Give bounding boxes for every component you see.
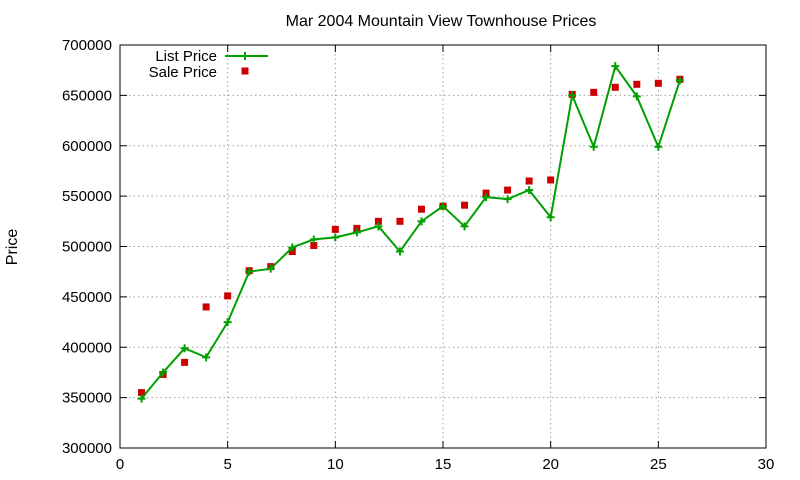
list-price-point [417, 217, 426, 226]
y-tick-label: 350000 [62, 390, 112, 407]
list-price-point [159, 368, 168, 377]
list-price-point [137, 394, 146, 403]
sale-price-point [331, 225, 339, 233]
list-price-point [611, 62, 620, 71]
list-price-point [266, 264, 275, 273]
x-tick-label: 5 [223, 456, 231, 473]
list-price-point [503, 195, 512, 204]
x-tick-label: 10 [327, 456, 344, 473]
series [137, 62, 684, 403]
list-price-point [632, 92, 641, 101]
list-price-point [675, 76, 684, 85]
sale-price-point [654, 79, 662, 87]
y-tick-label: 450000 [62, 289, 112, 306]
sale-price-point [633, 80, 641, 88]
legend-marker-list-price [241, 52, 249, 60]
x-tick-label: 30 [758, 456, 775, 473]
sale-price-point [310, 241, 318, 249]
sale-price-point [417, 205, 425, 213]
y-tick-label: 550000 [62, 188, 112, 205]
list-price-point [460, 222, 469, 231]
list-price-point [374, 222, 383, 231]
sale-price-point [288, 248, 296, 256]
sale-price-point [181, 358, 189, 366]
axis-ticks: 300000 350000 400000 450000 500000 550000 6000… [62, 37, 774, 473]
grid [120, 45, 766, 448]
sale-price-point [396, 217, 404, 225]
sale-price-point [374, 217, 382, 225]
x-tick-label: 0 [116, 456, 124, 473]
list-price-point [223, 318, 232, 327]
list-price-point [525, 186, 534, 195]
sale-price-point [138, 389, 146, 397]
list-price-point [546, 213, 555, 222]
chart-title: Mar 2004 Mountain View Townhouse Prices [286, 13, 597, 30]
x-tick-label: 15 [435, 456, 452, 473]
y-tick-label: 500000 [62, 239, 112, 256]
sale-price-point [353, 224, 361, 232]
list-price-point [439, 202, 447, 211]
list-price-point [331, 233, 340, 242]
y-tick-label: 650000 [62, 87, 112, 104]
sale-price-point [202, 303, 210, 311]
y-axis-label: Price [4, 229, 21, 266]
sale-price-point [504, 186, 512, 194]
sale-price-point [611, 83, 619, 91]
x-tick-label: 20 [542, 456, 559, 473]
y-tick-label: 300000 [62, 440, 112, 457]
legend-label-sale-price: Sale Price [149, 64, 217, 81]
list-price-point [589, 142, 598, 151]
legend: List Price Sale Price [149, 48, 268, 81]
list-price-point [180, 344, 189, 353]
legend-marker-sale-price [241, 67, 249, 75]
list-price-point [288, 243, 297, 252]
list-price-line [140, 63, 681, 400]
list-price-point [352, 228, 361, 237]
y-tick-label: 700000 [62, 37, 112, 54]
sale-price-point [547, 176, 555, 184]
y-tick-label: 600000 [62, 138, 112, 155]
list-price-point [482, 193, 491, 202]
list-price-point [568, 91, 577, 100]
list-price-point [395, 247, 404, 256]
sale-price-point [461, 201, 469, 209]
legend-label-list-price: List Price [155, 48, 217, 65]
y-tick-label: 400000 [62, 339, 112, 356]
list-price-point [654, 142, 663, 151]
list-price-point [309, 235, 318, 244]
sale-price-point [590, 88, 598, 96]
sale-price-point [224, 292, 232, 300]
x-tick-label: 25 [650, 456, 667, 473]
list-price-point [202, 353, 211, 362]
list-price-point [245, 267, 254, 276]
sale-price-point [482, 189, 490, 197]
sale-price-point [525, 177, 533, 185]
